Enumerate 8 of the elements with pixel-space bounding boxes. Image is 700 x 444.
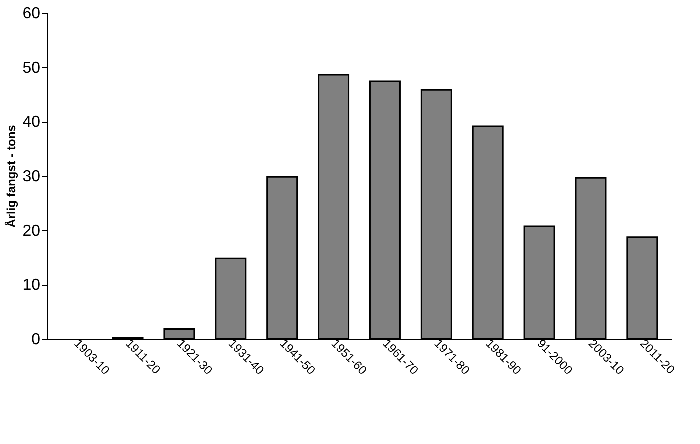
y-tick-label: 20 bbox=[22, 222, 41, 240]
y-axis-title: Årlig fangst - tons bbox=[4, 124, 19, 228]
y-tick-label: 60 bbox=[22, 6, 41, 22]
y-tick-label: 10 bbox=[22, 277, 41, 294]
y-tick-label: 0 bbox=[32, 332, 41, 348]
y-tick-label: 40 bbox=[22, 114, 41, 132]
y-tick-label: 30 bbox=[22, 168, 41, 186]
y-tick-label: 50 bbox=[22, 60, 41, 77]
